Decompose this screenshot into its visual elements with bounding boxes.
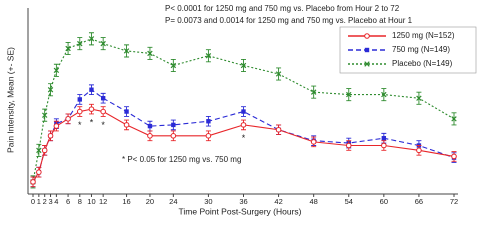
x-tick-label: 4: [54, 197, 58, 206]
marker: [310, 89, 317, 95]
marker: [416, 147, 422, 154]
x-tick-label: 36: [239, 197, 247, 206]
x-tick-label: 72: [450, 197, 458, 206]
legend-label: 1250 mg (N=152): [392, 31, 455, 40]
marker: [205, 53, 212, 59]
marker: [206, 119, 211, 124]
marker: [77, 40, 83, 47]
significance-mark: *: [242, 133, 246, 143]
x-tick-label: 48: [309, 197, 317, 206]
x-tick-label: 12: [99, 197, 107, 206]
marker: [364, 61, 370, 67]
x-tick-label: 2: [43, 197, 47, 206]
y-axis-label: Pain Intensity, Mean (+- SE): [5, 47, 15, 153]
marker: [41, 147, 48, 154]
legend-label: 750 mg (N=149): [392, 45, 450, 54]
marker: [451, 116, 457, 122]
legend-label: Placebo (N=149): [392, 59, 453, 68]
x-tick-label: 60: [380, 197, 388, 206]
significance-mark: *: [78, 120, 82, 130]
marker: [88, 106, 95, 112]
marker: [381, 136, 387, 141]
marker: [451, 153, 457, 160]
annotation: P< 0.0001 for 1250 mg and 750 mg vs. Pla…: [165, 4, 400, 13]
marker: [53, 123, 60, 129]
series-line: [32, 38, 455, 182]
marker: [275, 71, 282, 77]
marker: [41, 112, 48, 118]
marker: [36, 147, 42, 154]
marker: [77, 97, 82, 102]
x-tick-label: 24: [169, 197, 177, 206]
page: P< 0.0001 for 1250 mg and 750 mg vs. Pla…: [5, 4, 477, 217]
annotation: * P< 0.05 for 1250 mg vs. 750 mg: [122, 155, 241, 164]
significance-mark: *: [90, 117, 94, 127]
marker: [76, 108, 83, 115]
marker: [147, 50, 153, 57]
marker: [123, 48, 130, 54]
marker: [345, 142, 352, 149]
marker: [124, 109, 129, 114]
significance-mark: *: [101, 120, 105, 130]
annotation: P= 0.0073 and 0.0014 for 1250 mg and 750…: [165, 16, 413, 25]
x-axis-label: Time Point Post-Surgery (Hours): [179, 206, 302, 216]
x-tick-label: 20: [146, 197, 154, 206]
marker: [381, 91, 387, 98]
x-tick-label: 54: [345, 197, 353, 206]
marker: [346, 91, 352, 98]
marker: [100, 40, 106, 47]
marker: [240, 122, 247, 128]
marker: [381, 142, 387, 149]
marker: [310, 139, 317, 145]
x-tick-label: 3: [48, 197, 52, 206]
x-tick-label: 42: [274, 197, 282, 206]
x-tick-label: 66: [415, 197, 423, 206]
marker: [36, 169, 42, 175]
marker: [364, 33, 370, 39]
marker: [100, 108, 106, 115]
marker: [275, 126, 282, 133]
x-tick-label: 6: [66, 197, 70, 206]
marker: [364, 47, 370, 53]
marker: [170, 62, 177, 69]
marker: [123, 122, 130, 128]
marker: [47, 133, 54, 139]
marker: [170, 133, 177, 139]
chart: P< 0.0001 for 1250 mg and 750 mg vs. Pla…: [5, 4, 477, 216]
marker: [89, 87, 94, 92]
marker: [205, 133, 212, 139]
marker: [53, 67, 60, 74]
marker: [65, 116, 71, 122]
marker: [240, 62, 247, 69]
x-tick-label: 16: [122, 197, 130, 206]
marker: [416, 95, 422, 101]
marker: [147, 133, 153, 139]
marker: [241, 109, 246, 114]
marker: [65, 45, 71, 52]
marker: [100, 96, 106, 101]
x-tick-label: 0: [31, 197, 35, 206]
x-tick-label: 8: [78, 197, 82, 206]
marker: [147, 123, 153, 129]
marker: [88, 36, 95, 42]
marker: [30, 179, 36, 185]
marker: [47, 87, 54, 93]
legend-box: [339, 26, 477, 74]
x-tick-label: 30: [204, 197, 212, 206]
x-tick-label: 10: [87, 197, 95, 206]
marker: [171, 122, 176, 128]
x-tick-label: 1: [37, 197, 41, 206]
